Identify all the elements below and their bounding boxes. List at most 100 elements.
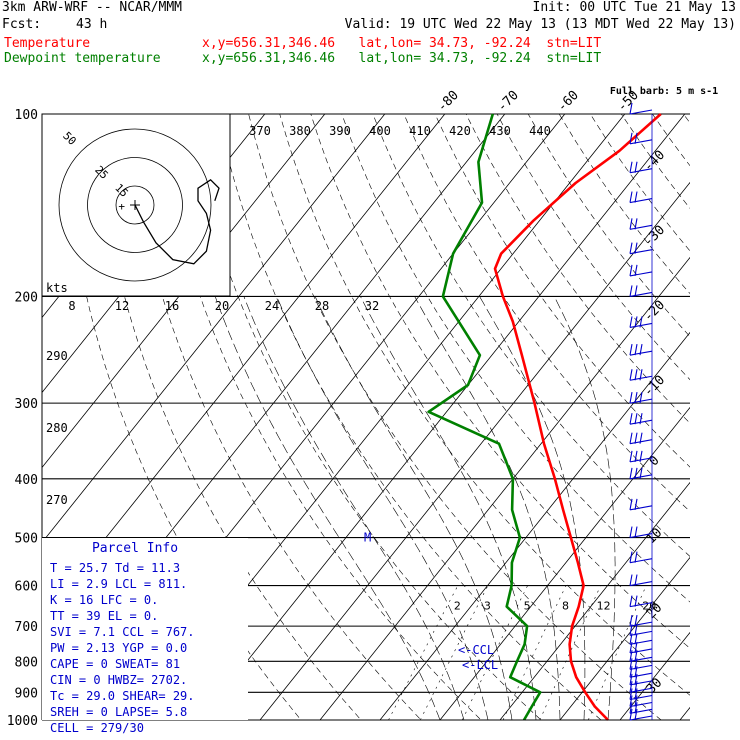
mixing-ratio-label: 5 — [524, 600, 531, 613]
dry-adiabat — [155, 114, 482, 720]
wind-barb-feather — [629, 658, 633, 670]
wind-barb — [629, 344, 653, 356]
pressure-tick-label: 300 — [15, 397, 38, 412]
wind-barb-feather — [634, 242, 638, 254]
isotherm-label: -60 — [555, 88, 582, 115]
wind-barb-feather — [629, 595, 633, 607]
wind-barb-feather — [629, 285, 633, 297]
wind-barb-feather — [634, 551, 638, 563]
wind-barb-feather — [639, 467, 643, 479]
parcel-info-row: LI = 2.9 LCL = 811. — [50, 577, 187, 591]
isotherm-label: 0 — [646, 453, 662, 469]
wind-barb-staff — [629, 271, 653, 277]
wind-barb-staff — [629, 419, 653, 425]
wind-barb-staff — [629, 291, 653, 297]
isotherm-label: -40 — [641, 148, 668, 175]
wind-barb-feather — [629, 316, 633, 328]
wind-barb-feather — [629, 450, 633, 462]
wind-barb — [629, 432, 653, 445]
wind-barb — [629, 218, 653, 230]
wind-barb-staff — [629, 656, 653, 662]
wind-barb-feather — [634, 161, 638, 173]
ccl-marker: <-CCL — [458, 643, 494, 657]
wind-barb-feather — [629, 242, 633, 254]
parcel-info-row: Tc = 29.0 SHEAR= 29. — [50, 689, 195, 703]
moist-adiabat — [314, 296, 513, 720]
wind-barb-staff — [629, 708, 653, 714]
hodograph-trace — [134, 178, 220, 265]
mixing-ratio-line — [420, 585, 489, 720]
wind-barb-staff — [629, 581, 653, 587]
pressure-tick-label: 400 — [15, 473, 38, 488]
wind-barb-staff — [629, 457, 653, 463]
wind-barb-staff — [629, 602, 653, 608]
wind-barb-staff — [629, 375, 653, 381]
wind-barb-staff — [629, 533, 653, 539]
wind-barb-feather — [634, 392, 638, 404]
wind-barb-staff — [629, 648, 653, 654]
wind-barb-staff — [629, 694, 653, 701]
isotherm-line — [319, 256, 690, 720]
wind-barb-feather — [629, 498, 633, 510]
wind-barb — [629, 392, 653, 404]
dewpoint-legend-info: x,y=656.31,346.46 lat,lon= 34.73, -92.24… — [202, 51, 602, 66]
wind-barb — [629, 450, 653, 463]
wind-barb-feather — [634, 450, 638, 462]
wind-barb-feather — [639, 316, 643, 328]
wind-barb-feather — [634, 708, 638, 721]
theta-label: 420 — [449, 124, 471, 138]
wind-barb-feather — [629, 392, 633, 404]
wind-barb-feather — [639, 450, 643, 462]
parcel-info-row: SVI = 7.1 CCL = 767. — [50, 625, 195, 639]
mixing-ratio-label: 2 — [454, 600, 461, 613]
forecast-hour: 43 h — [76, 17, 108, 32]
wind-barb — [629, 242, 653, 255]
hodograph-center-mark: + — [118, 200, 125, 213]
isotherm-line — [259, 181, 690, 720]
wind-barb-staff — [629, 224, 653, 230]
wind-barb-feather — [629, 574, 633, 586]
wind-barb-feather — [634, 132, 638, 144]
wind-barb-staff — [629, 680, 653, 686]
wind-barb-feather — [629, 551, 633, 563]
dry-adiabat — [434, 114, 690, 468]
hodograph-ring — [115, 185, 155, 225]
wind-barb-feather — [634, 467, 638, 479]
wind-barb-staff — [629, 687, 653, 693]
wind-barb-staff — [629, 198, 653, 204]
wind-barb-feather — [634, 695, 638, 707]
parcel-info-row: TT = 39 EL = 0. — [50, 609, 158, 623]
wind-barb — [629, 708, 653, 721]
parcel-info-panel — [42, 538, 248, 720]
dry-adiabat — [590, 114, 690, 252]
wind-barb-staff — [629, 639, 653, 645]
pressure-tick-label: 600 — [15, 580, 38, 595]
wind-barb-feather — [634, 595, 638, 607]
dry-adiabat — [715, 114, 740, 733]
wind-barb-staff — [629, 558, 653, 564]
wind-barb-staff — [629, 474, 653, 480]
wind-barb-feather — [634, 413, 638, 425]
wind-barb-feather — [634, 526, 638, 538]
wind-barb-feather — [629, 344, 633, 356]
dry-adiabat — [621, 114, 690, 209]
pressure-tick-label: 500 — [15, 532, 38, 547]
wind-barb-staff — [629, 672, 653, 678]
temperature-legend-label: Temperature — [4, 36, 91, 51]
parcel-info-row: T = 25.7 Td = 11.3 — [50, 561, 180, 575]
hodograph-scale-label: 24 — [265, 299, 279, 313]
dry-adiabat — [372, 114, 690, 557]
isotherm-line — [379, 331, 690, 720]
hodograph-scale-label: 8 — [68, 299, 75, 313]
pressure-tick-label: 700 — [15, 620, 38, 635]
wind-barb-feather — [629, 673, 633, 685]
wind-barb — [629, 161, 653, 174]
wind-barb-staff — [629, 439, 653, 445]
lcl-marker: <-LCL — [462, 658, 498, 672]
wind-barb-feather — [629, 708, 633, 721]
hodograph-ring — [87, 157, 183, 253]
theta-label: 410 — [409, 124, 431, 138]
wind-barb — [629, 658, 653, 670]
theta-label: 440 — [529, 124, 551, 138]
wind-barb — [629, 102, 653, 115]
